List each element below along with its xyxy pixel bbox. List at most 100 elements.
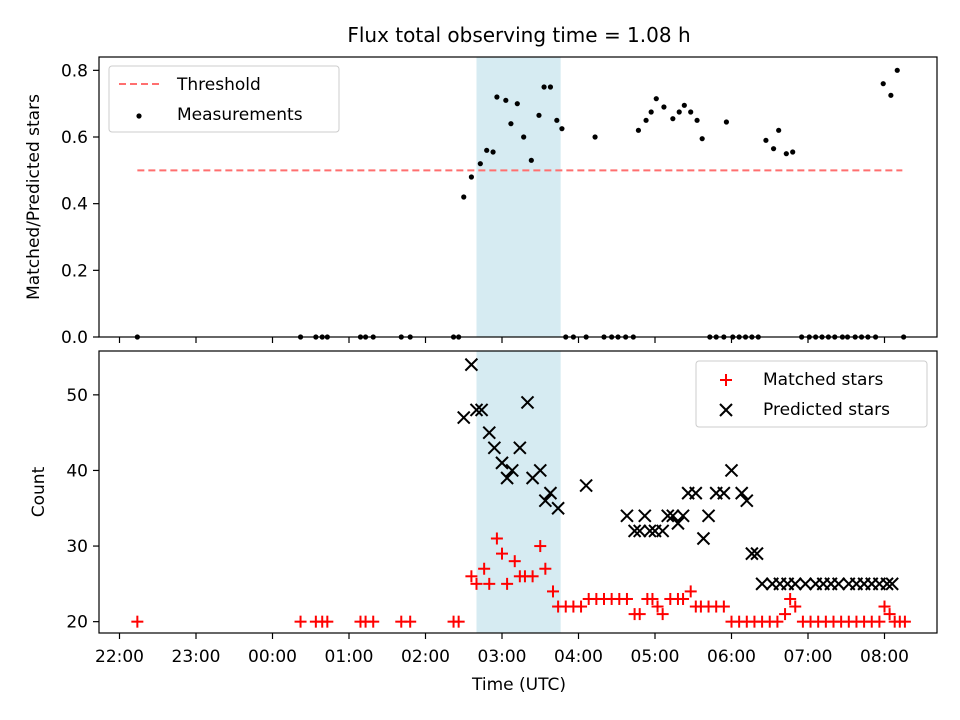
- predicted-star-point: [533, 463, 547, 478]
- predicted-marker-b: [717, 486, 731, 500]
- matched-star-point: [496, 547, 508, 560]
- predicted-star-point: [620, 509, 634, 523]
- predicted-marker-b: [520, 395, 535, 410]
- predicted-star-point: [487, 441, 502, 455]
- matched-star-point: [131, 615, 144, 628]
- matched-star-point: [633, 608, 646, 621]
- matched-star-point: [470, 577, 483, 590]
- predicted-marker-b: [696, 531, 711, 546]
- predicted-star-point: [724, 463, 739, 478]
- measurement-point: [763, 137, 769, 143]
- legend-measurements-label: Measurements: [177, 105, 303, 125]
- predicted-marker-b: [788, 577, 802, 591]
- measurement-point: [894, 67, 900, 73]
- measurement-point: [888, 92, 894, 98]
- predicted-star-point: [464, 357, 479, 372]
- bottom-axes-frame: [98, 350, 938, 634]
- measurement-point: [880, 81, 886, 87]
- measurement-point: [521, 134, 527, 140]
- bottom-y-ticks: 20 30 40 50: [66, 386, 99, 633]
- predicted-marker-b: [880, 577, 894, 591]
- top-x-tick-marks: [118, 337, 886, 343]
- top-y-axis-label: Matched/Predicted stars: [24, 94, 44, 300]
- measurement-point: [661, 104, 667, 110]
- measurement-point: [528, 157, 534, 163]
- bottom-panel: 20 30 40 50 22:00 23:00 00:00 01:00 02:00 03:00 0…: [29, 350, 938, 695]
- predicted-star-point: [579, 478, 593, 493]
- top-highlight-span: [476, 57, 561, 337]
- measurement-point: [461, 194, 467, 200]
- measurement-point: [688, 109, 694, 115]
- bottom-y-tick-label: 30: [66, 537, 88, 557]
- predicted-star-point: [880, 577, 894, 591]
- measurement-point: [790, 149, 796, 155]
- top-series-layer: [134, 67, 907, 340]
- predicted-star-point: [661, 509, 675, 523]
- measurement-point: [547, 84, 554, 90]
- predicted-marker-b: [487, 441, 502, 455]
- matched-star-point: [771, 615, 784, 628]
- matched-star-point: [478, 562, 491, 575]
- matched-star-point: [677, 592, 690, 605]
- top-legend-box: [108, 65, 340, 133]
- measurement-point: [514, 101, 520, 107]
- measurement-point: [468, 174, 474, 180]
- measurement-point: [508, 121, 514, 127]
- measurement-point: [503, 97, 509, 103]
- bottom-legend-box: [695, 360, 928, 428]
- predicted-marker-b: [671, 516, 685, 531]
- predicted-marker-b: [457, 410, 471, 425]
- predicted-marker-b: [538, 493, 553, 508]
- matched-star-point: [508, 555, 521, 568]
- predicted-marker-b: [666, 509, 680, 523]
- top-y-tick-label: 0.8: [61, 61, 88, 81]
- measurement-point: [541, 84, 547, 90]
- measurement-point: [494, 94, 500, 100]
- x-axis-label: Time (UTC): [471, 675, 566, 695]
- matched-star-point: [534, 540, 547, 553]
- predicted-star-point: [755, 577, 769, 591]
- legend-matched-swatch: [720, 374, 732, 386]
- predicted-marker-b: [745, 546, 759, 561]
- legend-matched-label: Matched stars: [763, 370, 883, 390]
- predicted-star-point: [520, 395, 535, 410]
- predicted-marker-b: [755, 577, 769, 591]
- predicted-star-point: [734, 486, 749, 500]
- measurement-point: [484, 147, 490, 153]
- matched-star-point: [717, 600, 730, 613]
- predicted-star-point: [740, 493, 754, 508]
- measurement-point: [559, 126, 565, 132]
- predicted-star-point: [831, 577, 846, 591]
- x-tick-label: 05:00: [631, 647, 680, 667]
- predicted-marker-b: [689, 486, 703, 500]
- bottom-highlight-span: [476, 351, 561, 633]
- matched-star-point: [490, 532, 503, 545]
- predicted-marker-b: [627, 524, 642, 538]
- predicted-star-point: [701, 509, 716, 523]
- matched-star-point: [779, 608, 792, 621]
- matched-star-point: [321, 615, 334, 628]
- predicted-star-point: [788, 577, 802, 591]
- predicted-star-point: [495, 456, 509, 470]
- predicted-star-point: [482, 425, 496, 440]
- matched-star-point: [501, 577, 514, 590]
- measurement-point: [783, 151, 789, 157]
- predicted-star-point: [551, 501, 565, 515]
- predicted-star-point: [469, 403, 484, 417]
- predicted-star-point: [696, 531, 711, 546]
- matched-star-point: [575, 600, 588, 613]
- x-tick-label: 22:00: [95, 647, 144, 667]
- predicted-marker-b: [513, 441, 527, 455]
- predicted-marker-b: [533, 463, 547, 478]
- predicted-marker-b: [620, 509, 634, 523]
- x-tick-label: 08:00: [860, 647, 909, 667]
- predicted-star-point: [750, 546, 764, 561]
- matched-star-point: [878, 600, 891, 613]
- measurement-point: [670, 116, 676, 122]
- predicted-star-point: [513, 441, 527, 455]
- matched-star-point: [883, 608, 896, 621]
- chart-title: Flux total observing time = 1.08 h: [347, 23, 690, 47]
- predicted-marker-b: [464, 357, 479, 372]
- matched-star-point: [483, 577, 496, 590]
